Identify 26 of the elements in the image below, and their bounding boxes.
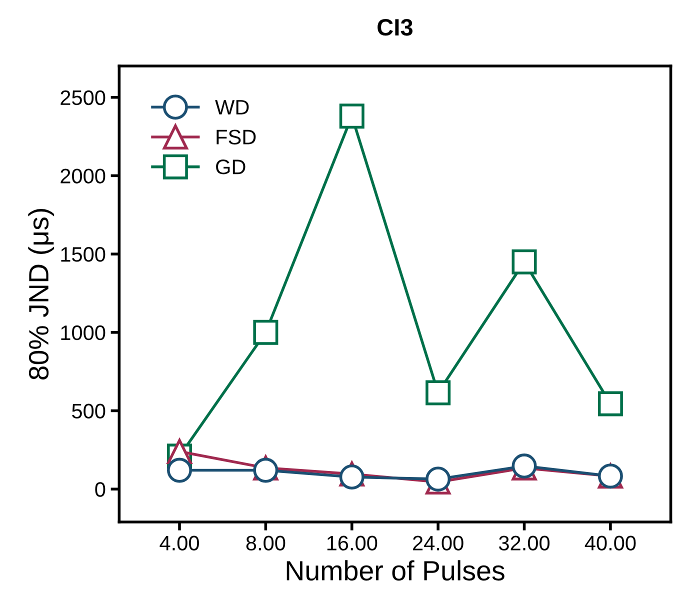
legend-label: GD	[216, 160, 246, 174]
x-tick-label: 32.00	[498, 536, 550, 550]
x-tick-label: 40.00	[584, 536, 636, 550]
chart-title: CI3	[378, 18, 412, 36]
point	[598, 391, 623, 416]
point	[512, 249, 537, 274]
y-tick-label: 500	[72, 404, 106, 418]
x-axis-title: Number of Pulses	[286, 560, 504, 581]
point	[253, 320, 278, 345]
point	[339, 464, 364, 490]
point	[426, 380, 451, 406]
y-tick-label: 2000	[60, 168, 106, 184]
x-tick-label: 24.00	[413, 536, 464, 550]
legend-label: FSD	[216, 130, 256, 144]
x-tick-label: 4.00	[160, 536, 199, 550]
point	[253, 458, 278, 483]
x-tick-label: 8.00	[246, 536, 286, 550]
y-tick-label: 0	[95, 482, 106, 497]
y-axis-title: 80% JND (μs)	[28, 209, 54, 380]
point	[339, 104, 364, 129]
legend-label: WD	[215, 100, 249, 114]
y-tick-label: 1500	[61, 247, 106, 262]
y-tick-label: 2500	[60, 90, 106, 106]
y-tick-label: 1000	[61, 325, 106, 340]
x-tick-label: 16.00	[327, 536, 378, 550]
point	[167, 458, 192, 483]
